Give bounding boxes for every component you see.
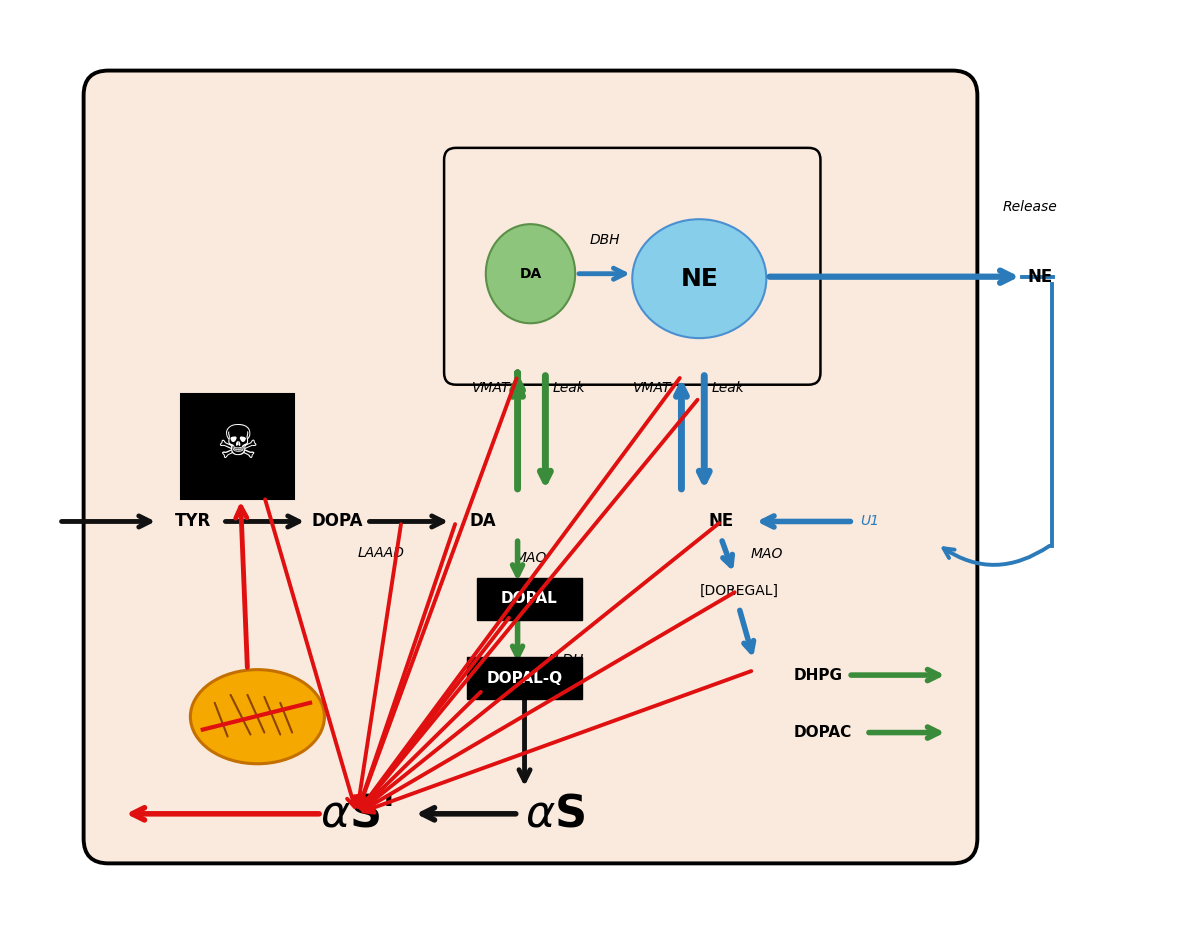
Text: VMAT: VMAT — [472, 381, 511, 395]
Text: ALDH: ALDH — [546, 654, 584, 667]
Text: NE: NE — [1027, 268, 1052, 286]
Text: NE: NE — [708, 513, 733, 530]
Text: MAO: MAO — [515, 552, 547, 565]
Ellipse shape — [486, 224, 575, 324]
FancyBboxPatch shape — [476, 578, 582, 619]
Text: DA: DA — [520, 267, 541, 281]
Text: DHPG: DHPG — [793, 667, 842, 682]
Text: Leak: Leak — [712, 381, 744, 395]
Text: DBH: DBH — [589, 233, 620, 247]
Ellipse shape — [632, 219, 767, 338]
Text: TYR: TYR — [175, 513, 211, 530]
Text: NE: NE — [680, 267, 719, 291]
FancyBboxPatch shape — [467, 657, 582, 699]
Text: TH: TH — [254, 485, 274, 499]
Text: U1: U1 — [860, 514, 880, 528]
Text: DOPAL-Q: DOPAL-Q — [486, 670, 563, 686]
FancyBboxPatch shape — [84, 70, 977, 863]
Text: ☠: ☠ — [216, 423, 259, 467]
Text: $\alpha$S: $\alpha$S — [526, 793, 586, 835]
Text: Release: Release — [1002, 200, 1057, 214]
FancyBboxPatch shape — [444, 148, 821, 385]
Text: VMAT: VMAT — [634, 381, 672, 395]
Text: DOPA: DOPA — [311, 513, 362, 530]
Text: DOPAL: DOPAL — [502, 591, 558, 606]
Text: DA: DA — [469, 513, 496, 530]
Text: MAO: MAO — [751, 547, 784, 561]
Text: [DOREGAL]: [DOREGAL] — [700, 584, 779, 598]
FancyBboxPatch shape — [181, 394, 294, 499]
Text: DOPAC: DOPAC — [793, 725, 852, 740]
Text: $\alpha$S': $\alpha$S' — [320, 793, 394, 835]
Text: LAAAD: LAAAD — [358, 546, 404, 560]
Text: Leak: Leak — [552, 381, 586, 395]
Ellipse shape — [191, 669, 324, 764]
